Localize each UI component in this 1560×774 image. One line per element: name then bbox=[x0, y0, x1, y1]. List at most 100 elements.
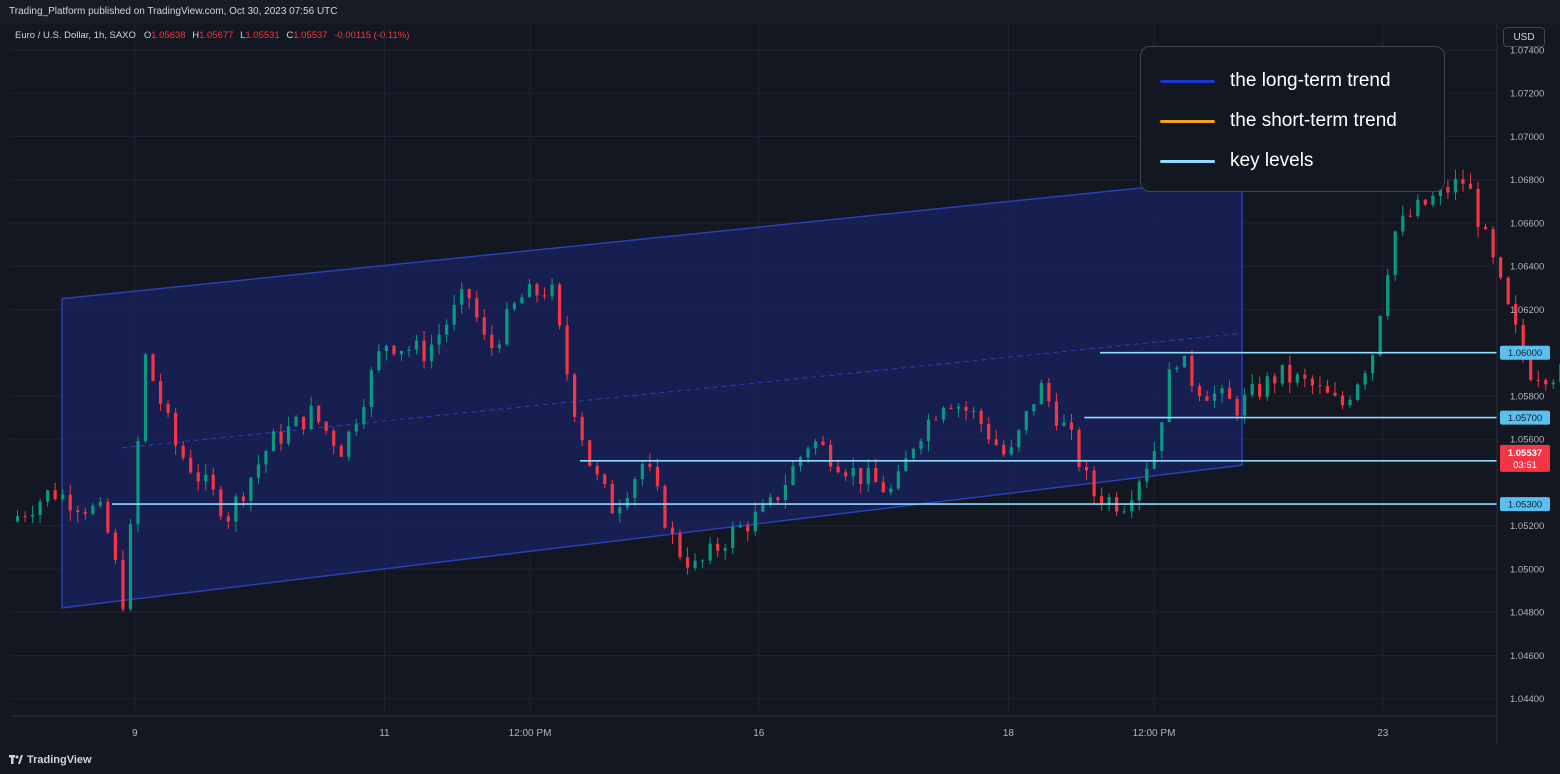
price-tick-label: 1.06800 bbox=[1510, 175, 1544, 186]
candle-body bbox=[1002, 444, 1006, 455]
candle-body bbox=[1371, 355, 1375, 374]
candle-body bbox=[1521, 324, 1525, 356]
symbol-name: Euro / U.S. Dollar, 1h, SAXO bbox=[15, 30, 136, 41]
candle-body bbox=[580, 416, 584, 441]
candle-body bbox=[1107, 497, 1111, 505]
candle-body bbox=[949, 407, 953, 409]
candle-body bbox=[1438, 186, 1442, 196]
candle-body bbox=[1310, 378, 1315, 386]
candle-body bbox=[520, 297, 524, 304]
candle-body bbox=[347, 431, 351, 457]
candle-body bbox=[791, 466, 795, 486]
candle-body bbox=[655, 466, 660, 487]
candle-body bbox=[158, 381, 163, 404]
candle-body bbox=[618, 507, 622, 514]
candle-body bbox=[1024, 411, 1028, 431]
high-label: H bbox=[192, 30, 200, 41]
candle-body bbox=[1348, 399, 1352, 406]
tradingview-logo[interactable]: TradingView bbox=[9, 754, 92, 766]
candle-body bbox=[821, 441, 825, 445]
candle-body bbox=[369, 370, 373, 408]
brand-text: TradingView bbox=[27, 754, 92, 766]
candle-body bbox=[994, 439, 998, 445]
candle-body bbox=[1401, 215, 1405, 232]
candle-body bbox=[512, 303, 516, 310]
close-value: 1.05537 bbox=[293, 30, 328, 41]
price-tick-label: 1.06400 bbox=[1510, 262, 1544, 273]
change-value: -0.00115 (-0.11%) bbox=[334, 30, 410, 41]
candle-body bbox=[806, 448, 810, 458]
candle-body bbox=[1468, 183, 1473, 189]
candle-body bbox=[1220, 388, 1224, 394]
candle-body bbox=[1062, 422, 1066, 426]
candle-body bbox=[693, 560, 697, 568]
candle-body bbox=[881, 482, 885, 493]
candle-body bbox=[264, 451, 268, 465]
time-tick-label: 23 bbox=[1377, 728, 1389, 739]
candle-body bbox=[467, 289, 471, 299]
candle-body bbox=[339, 445, 343, 457]
candle-body bbox=[1265, 376, 1269, 397]
candle-body bbox=[377, 351, 381, 371]
candle-body bbox=[414, 340, 419, 350]
candle-body bbox=[1288, 364, 1292, 383]
candle-body bbox=[625, 498, 629, 508]
candle-body bbox=[151, 354, 155, 382]
candle-body bbox=[1017, 430, 1021, 448]
candle-body bbox=[106, 501, 110, 533]
candle-body bbox=[874, 468, 878, 483]
candle-body bbox=[1453, 179, 1458, 193]
price-tick-label: 1.07400 bbox=[1510, 45, 1544, 56]
candle-body bbox=[1318, 385, 1322, 387]
current-price-label: 1.05537 bbox=[1508, 448, 1542, 459]
candle-body bbox=[964, 406, 968, 411]
candle-body bbox=[956, 406, 961, 409]
candle-body bbox=[633, 479, 637, 499]
candle-body bbox=[98, 501, 102, 506]
candle-body bbox=[1506, 277, 1510, 304]
price-tick-label: 1.06200 bbox=[1510, 305, 1544, 316]
price-tick-label: 1.04800 bbox=[1510, 608, 1544, 619]
candle-body bbox=[972, 410, 976, 412]
candle-body bbox=[542, 295, 547, 297]
candle-body bbox=[911, 448, 916, 459]
candle-body bbox=[309, 405, 313, 430]
candle-body bbox=[249, 477, 253, 501]
candle-body bbox=[76, 510, 80, 513]
time-tick-label: 18 bbox=[1003, 728, 1015, 739]
candle-body bbox=[1047, 382, 1051, 402]
candle-body bbox=[1551, 382, 1555, 385]
candle-body bbox=[919, 441, 923, 449]
open-value: 1.05638 bbox=[151, 30, 186, 41]
candle-body bbox=[1212, 393, 1217, 401]
legend-label-short-term: the short-term trend bbox=[1230, 110, 1397, 131]
candle-body bbox=[813, 441, 818, 449]
candle-body bbox=[1137, 481, 1141, 501]
publish-bar: Trading_Platform published on TradingVie… bbox=[0, 0, 1560, 24]
candle-body bbox=[83, 512, 87, 514]
price-tick-label: 1.04600 bbox=[1510, 651, 1544, 662]
candle-body bbox=[1355, 384, 1360, 400]
candle-body bbox=[1250, 383, 1254, 395]
candle-body bbox=[505, 309, 509, 345]
countdown-label: 03:51 bbox=[1513, 460, 1537, 471]
candle-body bbox=[166, 403, 170, 413]
currency-button[interactable]: USD bbox=[1503, 27, 1545, 47]
key-level-tag-label: 1.06000 bbox=[1508, 348, 1542, 359]
candle-body bbox=[1227, 388, 1232, 399]
candle-body bbox=[610, 483, 614, 514]
candle-body bbox=[1325, 386, 1330, 393]
candle-body bbox=[490, 334, 494, 349]
candle-body bbox=[1243, 394, 1247, 416]
long-term-channel bbox=[61, 176, 1243, 609]
candle-body bbox=[1340, 395, 1345, 406]
candle-body bbox=[1333, 392, 1337, 396]
candle-body bbox=[768, 497, 772, 505]
candle-body bbox=[1130, 500, 1134, 512]
candle-body bbox=[61, 494, 65, 500]
low-value: 1.05531 bbox=[245, 30, 280, 41]
candle-body bbox=[384, 345, 389, 352]
annotation-legend: the long-term trend the short-term trend… bbox=[1140, 46, 1445, 192]
candle-body bbox=[294, 416, 298, 427]
